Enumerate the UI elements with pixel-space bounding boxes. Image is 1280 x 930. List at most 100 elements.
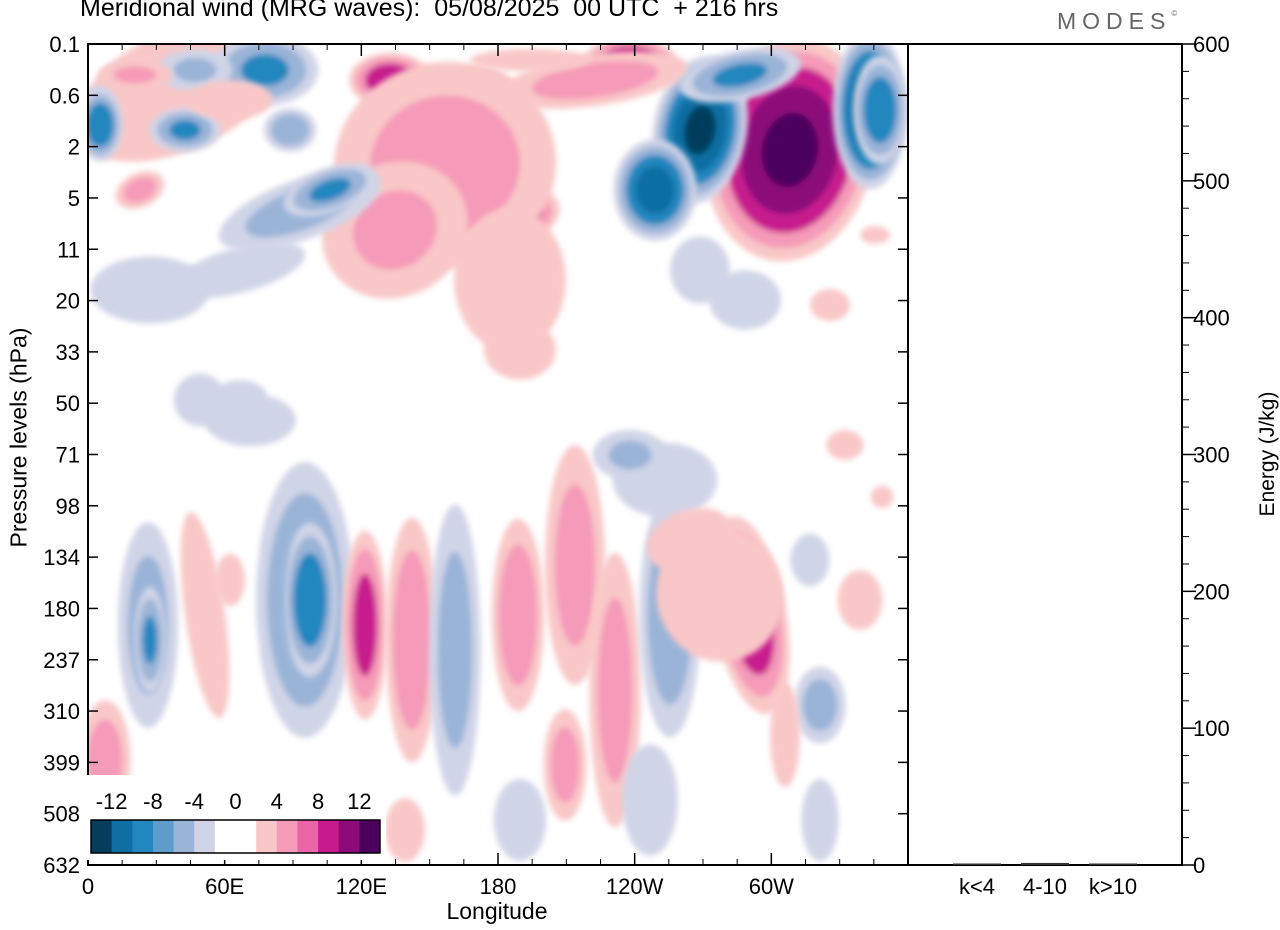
negative-anomaly xyxy=(149,107,221,153)
y-tick-label: 237 xyxy=(43,648,80,673)
positive-anomaly xyxy=(115,171,165,209)
colorbar-swatch xyxy=(318,820,340,853)
contour-band xyxy=(392,550,432,730)
contour-band xyxy=(187,80,273,120)
colorbar-swatch xyxy=(111,820,133,853)
contour-band xyxy=(270,114,310,146)
contour-band xyxy=(790,533,830,587)
colorbar-label: 8 xyxy=(312,789,324,814)
negative-anomaly xyxy=(134,586,166,694)
positive-anomaly xyxy=(545,445,605,685)
contour-band xyxy=(554,484,596,646)
y-tick-label: 399 xyxy=(43,750,80,775)
colorbar-swatch xyxy=(173,820,195,853)
colorbar-label: 0 xyxy=(229,789,241,814)
x-tick-label: 60W xyxy=(749,874,794,899)
pressure-axis: 0.1 0.6 2 5 11 20 33 50 71 98 134 180 237 310 399 508 63… xyxy=(43,32,908,878)
colorbar-swatch xyxy=(194,820,216,853)
colorbar-label: -8 xyxy=(143,789,163,814)
contour-band xyxy=(90,256,210,324)
energy-category-label: k<4 xyxy=(959,874,995,899)
energy-bar xyxy=(1021,862,1069,865)
negative-anomaly xyxy=(613,139,697,241)
contour-band xyxy=(622,744,678,856)
contour-band xyxy=(437,551,473,749)
contour-band xyxy=(837,570,883,630)
contour-band xyxy=(241,54,289,86)
colorbar-label: -4 xyxy=(184,789,204,814)
energy-categories: k<4 4-10 k>10 xyxy=(959,874,1137,899)
colorbar: -12 -8 -4 0 4 8 12 xyxy=(85,775,386,860)
chart-title: Meridional wind (MRG waves): 05/08/2025 … xyxy=(80,0,779,22)
energy-tick-label: 400 xyxy=(1193,306,1230,331)
colorbar-label: 12 xyxy=(347,789,371,814)
x-tick-label: 60E xyxy=(205,874,244,899)
negative-anomaly xyxy=(801,779,839,861)
positive-anomaly xyxy=(180,512,230,718)
negative-anomaly xyxy=(90,256,210,324)
contour-band xyxy=(498,544,538,686)
positive-anomaly xyxy=(770,682,800,788)
negative-anomaly xyxy=(429,504,481,796)
positive-anomaly xyxy=(97,60,173,90)
y-tick-label: 180 xyxy=(43,596,80,621)
positive-anomaly xyxy=(826,430,864,460)
energy-axis-label: Energy (J/kg) xyxy=(1256,391,1279,517)
negative-anomaly xyxy=(157,49,233,91)
contour-band xyxy=(213,380,267,410)
y-tick-label: 5 xyxy=(68,186,80,211)
colorbar-swatch xyxy=(297,820,319,853)
energy-plot-frame xyxy=(907,43,1183,866)
contour-band xyxy=(826,430,864,460)
energy-tick-label: 0 xyxy=(1193,853,1205,878)
colorbar-swatch xyxy=(214,820,236,853)
contour-band xyxy=(493,779,547,861)
brand-name: MODES xyxy=(1057,8,1172,34)
contour-band xyxy=(860,226,890,244)
negative-anomaly xyxy=(678,47,802,103)
y-tick-label: 0.6 xyxy=(49,83,80,108)
positive-anomaly xyxy=(470,48,590,72)
y-tick-label: 310 xyxy=(43,699,80,724)
contour-band xyxy=(88,102,114,148)
positive-anomaly xyxy=(810,289,850,321)
colorbar-swatch xyxy=(359,820,381,853)
colorbar-swatch xyxy=(276,820,298,853)
contour-band xyxy=(801,779,839,861)
energy-axis: 0 100 200 300 400 500 600 xyxy=(1182,32,1230,878)
contour-band xyxy=(484,320,556,380)
y-tick-label: 98 xyxy=(56,494,80,519)
x-tick-label: 120E xyxy=(336,874,387,899)
contour-band xyxy=(635,166,675,214)
brand-logo: MODES© xyxy=(1057,8,1177,35)
contour-band xyxy=(169,120,201,140)
negative-anomaly xyxy=(213,380,267,410)
positive-anomaly xyxy=(860,226,890,244)
negative-anomaly xyxy=(493,779,547,861)
contour-band xyxy=(684,105,716,155)
contour-band xyxy=(293,553,327,647)
positive-anomaly xyxy=(543,709,587,821)
y-tick-label: 2 xyxy=(68,135,80,160)
colorbar-swatch xyxy=(235,820,257,853)
contour-band xyxy=(761,112,819,188)
positive-anomaly xyxy=(385,517,439,763)
contour-band xyxy=(113,66,157,84)
longitude-axis: 0 60E 120E 180 120W 60W xyxy=(82,44,875,899)
contour-band xyxy=(608,440,652,470)
contour-band xyxy=(802,679,838,731)
negative-anomaly xyxy=(211,44,319,106)
energy-tick-label: 500 xyxy=(1193,169,1230,194)
contour-band xyxy=(709,270,781,330)
y-axis-label: Pressure levels (hPa) xyxy=(5,327,32,548)
contour-band xyxy=(863,76,897,144)
contour-band xyxy=(550,727,580,803)
energy-bar xyxy=(953,863,1001,865)
contour-band xyxy=(810,289,850,321)
y-tick-label: 508 xyxy=(43,802,80,827)
y-tick-label: 0.1 xyxy=(49,32,80,57)
energy-bar xyxy=(1089,863,1137,865)
y-tick-label: 632 xyxy=(43,853,80,878)
contour-band xyxy=(470,48,590,72)
